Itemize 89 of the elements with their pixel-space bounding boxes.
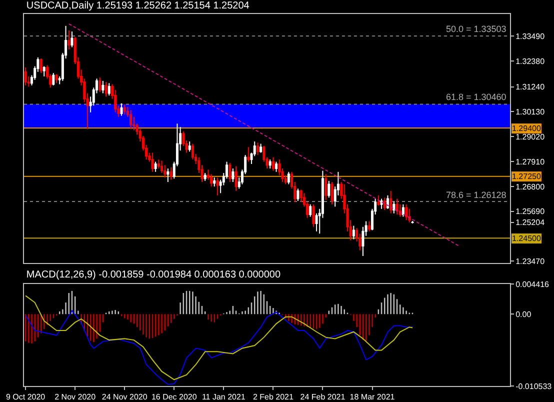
y-tick-label: 1.23470 bbox=[516, 257, 546, 266]
candlestick bbox=[232, 168, 234, 182]
candlestick bbox=[268, 158, 272, 169]
candlestick bbox=[170, 166, 172, 180]
candlestick bbox=[312, 204, 315, 228]
candlestick bbox=[272, 156, 274, 172]
candlestick bbox=[160, 160, 164, 174]
candlestick bbox=[275, 161, 278, 172]
candlestick bbox=[405, 204, 408, 221]
candlestick bbox=[392, 200, 396, 214]
candlestick bbox=[315, 212, 318, 232]
candlestick bbox=[396, 198, 398, 215]
y-tick-label: 1.32380 bbox=[516, 56, 546, 66]
candlestick bbox=[309, 204, 312, 218]
candlestick bbox=[120, 102, 123, 116]
candlestick bbox=[213, 176, 216, 187]
y-tick-label: 1.31240 bbox=[516, 82, 546, 92]
x-tick-label: 9 Oct 2020 bbox=[6, 392, 46, 402]
candlestick bbox=[191, 143, 194, 160]
candlestick bbox=[330, 181, 334, 205]
candlestick bbox=[368, 220, 370, 232]
y-tick-label: 1.27910 bbox=[516, 157, 546, 166]
candlestick bbox=[383, 197, 386, 211]
x-tick-label: 2 Feb 2021 bbox=[252, 392, 294, 402]
candlestick bbox=[55, 74, 58, 84]
candlestick bbox=[104, 82, 108, 98]
candlestick bbox=[386, 194, 389, 210]
candlestick bbox=[52, 72, 55, 86]
x-tick-label: 11 Jan 2021 bbox=[202, 392, 246, 402]
x-tick-label: 24 Nov 2020 bbox=[102, 392, 148, 402]
x-tick-label: 2 Nov 2020 bbox=[54, 392, 96, 402]
candlestick bbox=[408, 208, 411, 223]
ref-line-label: 61.8 = 1.30460 bbox=[446, 92, 506, 102]
candlestick bbox=[188, 141, 191, 152]
candlestick bbox=[108, 82, 110, 96]
candlestick bbox=[216, 176, 219, 196]
chart-title: MACD(12,26,9) -0.001859 -0.001984 0.000163 0.000000 bbox=[26, 270, 281, 281]
candlestick bbox=[296, 188, 300, 202]
candlestick bbox=[234, 166, 238, 192]
candlestick bbox=[390, 190, 392, 214]
candlestick bbox=[166, 168, 170, 182]
y-tick-label: 1.29020 bbox=[516, 132, 546, 142]
ref-line-label: 1.27250 bbox=[512, 172, 542, 181]
y-tick-label: 1.25204 bbox=[516, 218, 546, 228]
candlestick bbox=[402, 204, 404, 218]
candlestick bbox=[228, 162, 232, 182]
y-tick-label: 0.004416 bbox=[516, 280, 550, 289]
candlestick bbox=[151, 152, 154, 172]
candlestick bbox=[123, 104, 126, 116]
candlestick bbox=[352, 225, 355, 240]
ref-line-label: 1.24500 bbox=[512, 234, 542, 243]
candlestick bbox=[260, 143, 262, 154]
ref-line-label: 50.0 = 1.33503 bbox=[446, 24, 506, 34]
candlestick bbox=[130, 110, 132, 130]
candlestick bbox=[70, 31, 74, 48]
candlestick bbox=[324, 174, 328, 200]
y-tick-label: 0.00 bbox=[516, 310, 532, 319]
x-tick-label: 18 Mar 2021 bbox=[350, 392, 396, 402]
candlestick bbox=[42, 66, 46, 77]
candlestick bbox=[377, 194, 380, 206]
line-series bbox=[25, 295, 413, 380]
candlestick bbox=[247, 146, 250, 162]
candlestick bbox=[204, 172, 206, 182]
x-tick-label: 16 Dec 2020 bbox=[151, 392, 198, 402]
line-series bbox=[25, 310, 413, 385]
chart-title: USDCAD,Daily 1.25193 1.25262 1.25154 1.25204 bbox=[26, 0, 250, 12]
candlestick bbox=[328, 180, 330, 198]
y-tick-label: 1.33490 bbox=[516, 32, 546, 42]
candlestick bbox=[24, 66, 27, 86]
candlestick bbox=[380, 198, 383, 210]
candlestick bbox=[411, 220, 414, 224]
y-tick-label: -0.010533 bbox=[516, 382, 552, 391]
y-tick-label: 1.26800 bbox=[516, 182, 546, 192]
ref-line-label: 78.6 = 1.26128 bbox=[446, 190, 506, 200]
candlestick bbox=[154, 161, 157, 172]
x-tick-label: 24 Feb 2021 bbox=[300, 392, 346, 402]
candlestick bbox=[157, 158, 160, 169]
candlestick bbox=[210, 174, 213, 187]
candlestick bbox=[300, 189, 302, 203]
candlestick bbox=[98, 77, 102, 93]
y-tick-label: 1.30130 bbox=[516, 107, 546, 116]
candlestick bbox=[164, 164, 166, 178]
candlestick bbox=[68, 30, 70, 50]
candlestick bbox=[256, 142, 259, 156]
candlestick bbox=[102, 80, 104, 94]
y-tick-label: 1.25690 bbox=[516, 207, 546, 216]
candlestick bbox=[287, 171, 290, 185]
ref-line-label: 1.29400 bbox=[512, 124, 542, 133]
candlestick bbox=[40, 58, 42, 74]
